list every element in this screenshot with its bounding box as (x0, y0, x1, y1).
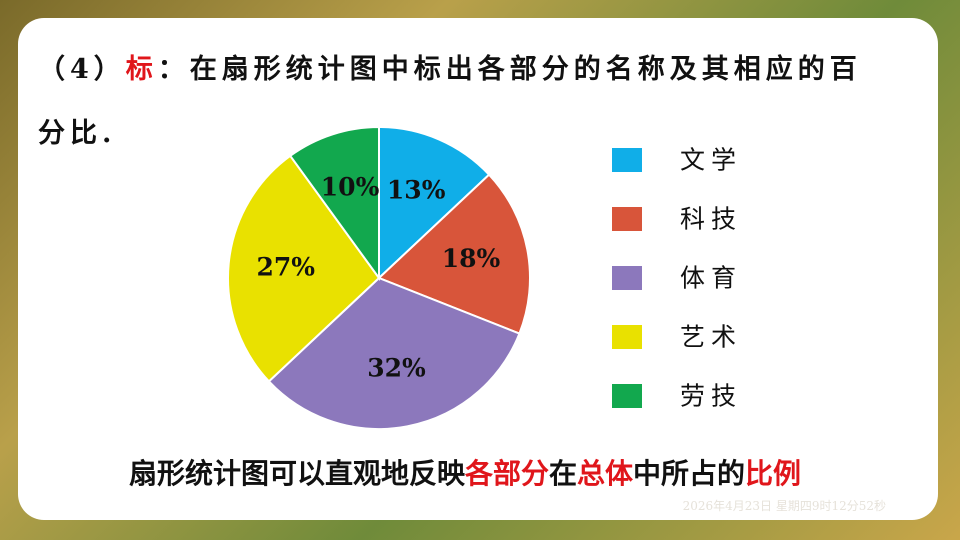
heading-keyword: 标 (125, 54, 158, 85)
legend-label: 科技 (680, 205, 742, 234)
conclusion-part: 总体 (577, 457, 634, 490)
legend-swatch (612, 266, 642, 290)
legend-swatch (612, 148, 642, 172)
legend-swatch (612, 325, 642, 349)
pie-slice (227, 154, 381, 383)
pie-slice (267, 276, 521, 430)
timestamp: 2026年4月23日 星期四9时12分52秒 (682, 499, 886, 513)
conclusion-part: 在 (548, 457, 577, 490)
conclusion-part: 中所占的 (633, 457, 746, 490)
heading: （4）标：在扇形统计图中标出各部分的名称及其相应的百分比. (38, 38, 868, 166)
conclusion-part: 比例 (745, 457, 802, 490)
slice-label: 18% (442, 244, 501, 273)
slice-label: 10% (321, 172, 380, 201)
heading-number: （4） (38, 54, 126, 85)
pie-slice (377, 173, 531, 335)
legend-label: 文学 (680, 146, 742, 175)
legend-label: 艺术 (680, 323, 742, 352)
legend-label: 劳技 (680, 382, 742, 411)
slice-label: 13% (387, 176, 446, 205)
legend-label: 体育 (680, 264, 742, 293)
conclusion: 扇形统计图可以直观地反映各部分在总体中所占的比例 (0, 452, 930, 492)
conclusion-part: 各部分 (464, 457, 549, 490)
conclusion-part: 扇形统计图可以直观地反映 (128, 457, 465, 490)
legend-swatch (612, 384, 642, 408)
pie-slice (288, 125, 380, 282)
slice-label: 32% (367, 353, 426, 382)
slice-label: 27% (257, 253, 316, 282)
legend-swatch (612, 207, 642, 231)
heading-text: ：在扇形统计图中标出各部分的名称及其相应的百分比. (38, 54, 862, 149)
pie-slice (378, 125, 491, 281)
